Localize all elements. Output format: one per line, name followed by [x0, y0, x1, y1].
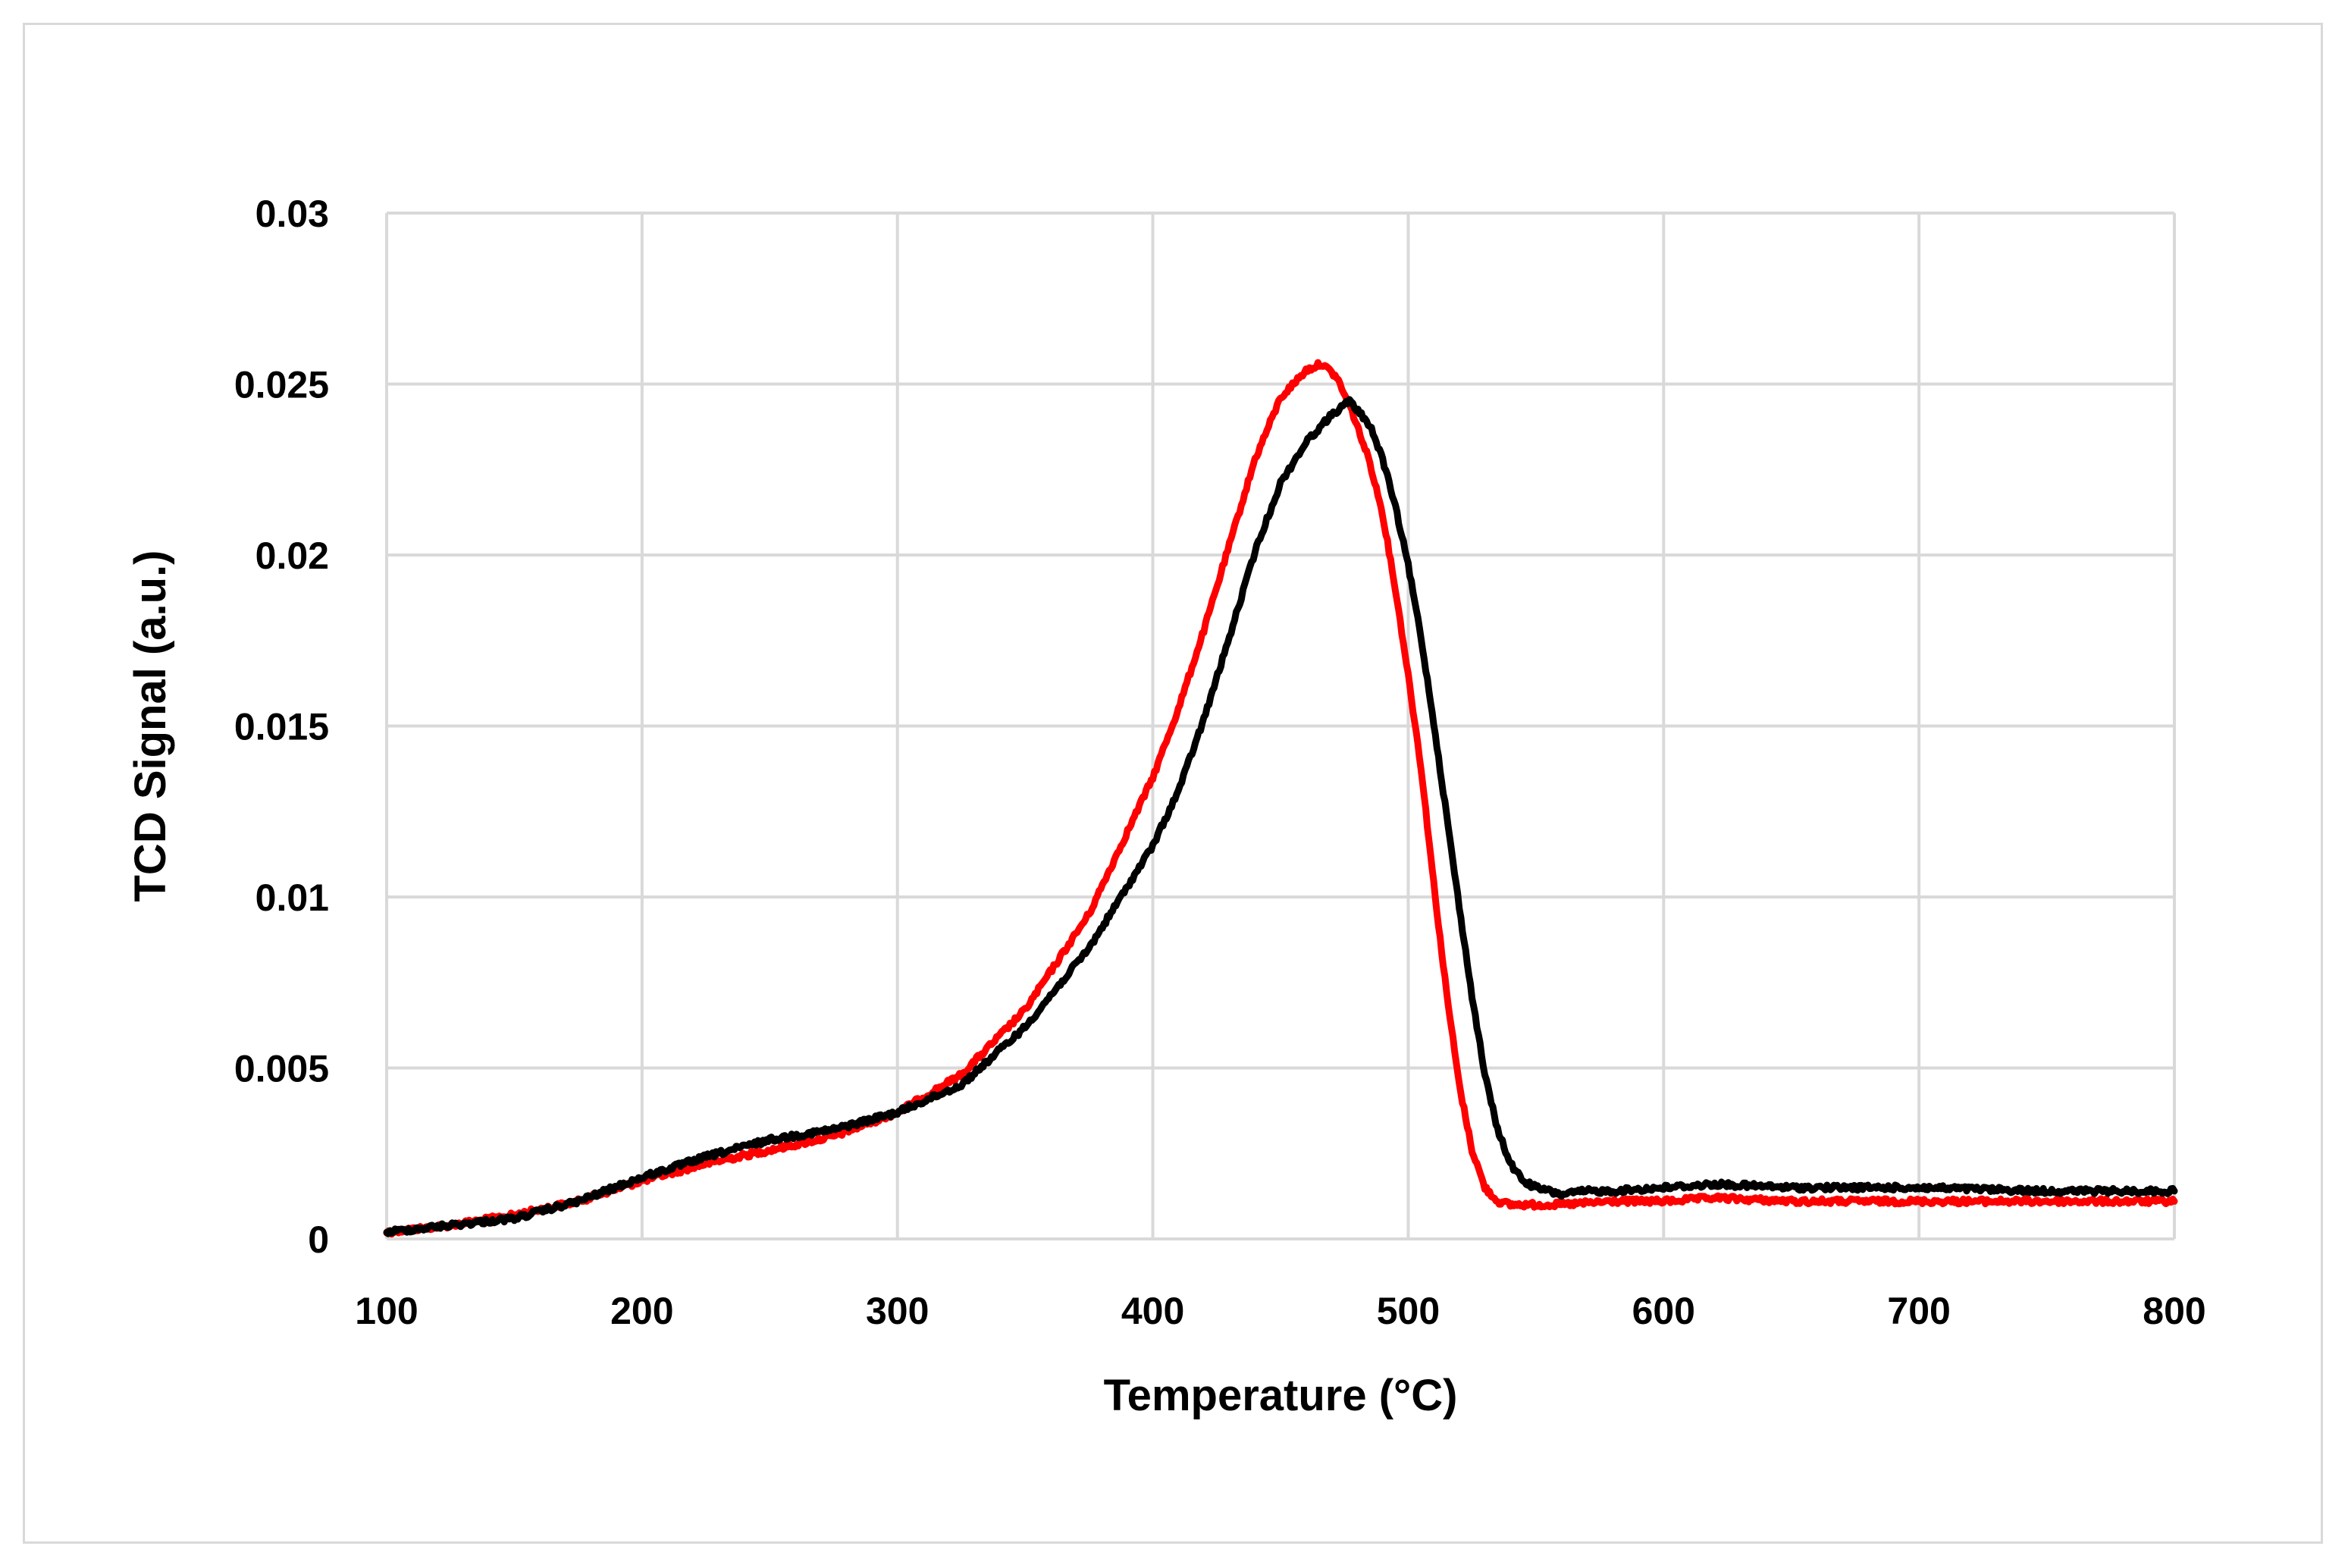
y-tick-label: 0.01: [255, 877, 329, 919]
grid: [385, 212, 2176, 1240]
x-tick-label: 500: [1377, 1290, 1440, 1332]
x-tick-label: 200: [610, 1290, 673, 1332]
y-tick-label: 0: [308, 1218, 329, 1261]
x-tick-label: 600: [1632, 1290, 1695, 1332]
x-tick-label: 100: [355, 1290, 418, 1332]
y-tick-label: 0.03: [255, 193, 329, 235]
x-tick-label: 700: [1887, 1290, 1950, 1332]
x-tick-label: 300: [866, 1290, 929, 1332]
chart-frame: [23, 23, 2323, 1544]
y-tick-labels: 0 0.005 0.01 0.015 0.02 0.025 0.03: [234, 193, 329, 1261]
series-line-black: [383, 396, 2178, 1237]
y-tick-label: 0.015: [234, 706, 329, 748]
y-tick-label: 0.02: [255, 535, 329, 577]
x-tick-label: 800: [2143, 1290, 2205, 1332]
y-axis-title: TCD Signal (a.u.): [126, 550, 175, 902]
y-tick-label: 0.025: [234, 364, 329, 406]
x-tick-label: 400: [1121, 1290, 1184, 1332]
y-tick-label: 0.005: [234, 1048, 329, 1090]
x-tick-labels: 100 200 300 400 500 600 700 800: [355, 1290, 2205, 1332]
series-group: [383, 359, 2178, 1238]
series-line-red: [383, 359, 2178, 1238]
x-axis-title: Temperature (°C): [1104, 1371, 1458, 1420]
